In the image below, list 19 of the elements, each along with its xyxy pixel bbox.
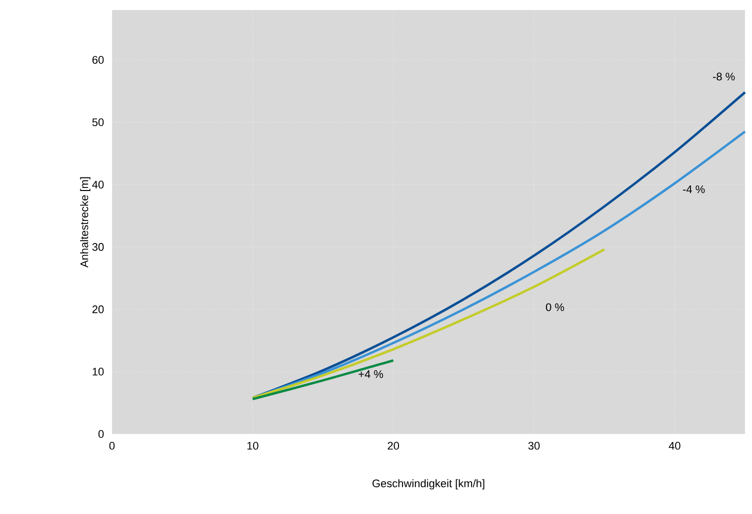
y-axis-title: Anhaltestrecke [m] <box>80 177 90 268</box>
x-tick-label: 20 <box>388 442 400 450</box>
y-tick-label: 50 <box>92 118 104 126</box>
y-tick-label: 60 <box>92 56 104 64</box>
y-tick-label: 40 <box>92 180 104 188</box>
series-label: 0 % <box>546 303 564 312</box>
y-tick-label: 30 <box>92 243 104 251</box>
series-label: -8 % <box>713 72 735 80</box>
x-tick-label: 30 <box>528 442 540 450</box>
x-tick-label: 10 <box>247 442 258 450</box>
line-series <box>251 248 606 400</box>
x-tick-label: 0 <box>109 442 115 450</box>
x-axis-title: Geschwindigkeit [km/h] <box>372 479 484 490</box>
y-tick-label: 10 <box>92 368 104 376</box>
series-label: +4 % <box>358 370 384 378</box>
y-tick-label: 20 <box>92 305 104 314</box>
x-tick-label: 40 <box>668 442 680 450</box>
series-label: -4 % <box>683 185 705 194</box>
y-tick-label: 0 <box>98 430 104 438</box>
